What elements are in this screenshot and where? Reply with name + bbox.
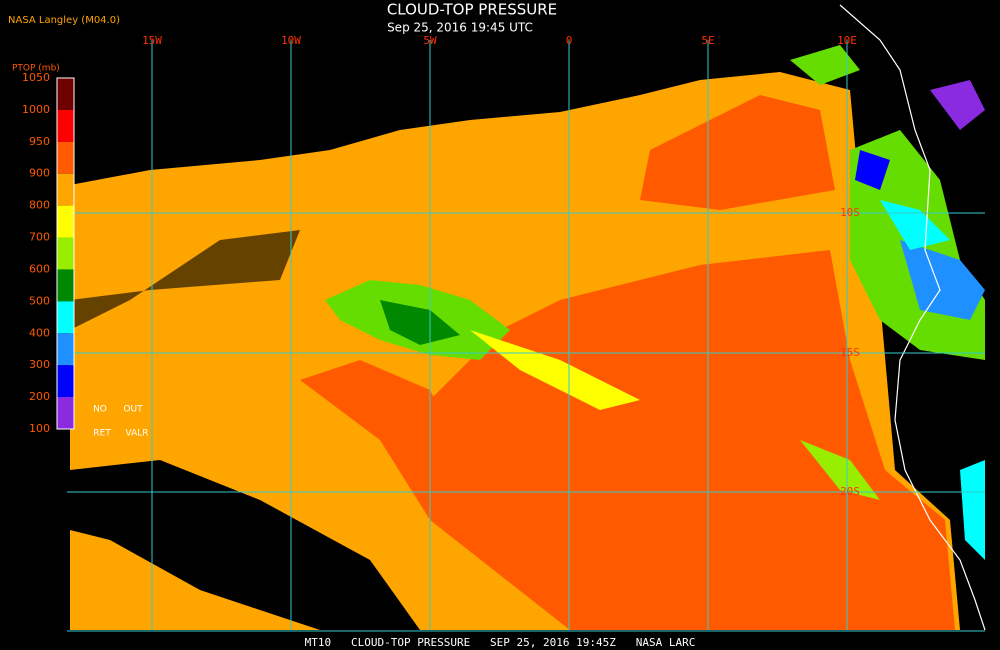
cloud-redorange bbox=[420, 250, 955, 630]
colorbar-label: 500 bbox=[29, 294, 50, 307]
coastline bbox=[839, 4, 986, 631]
cloud-darkgreen bbox=[380, 300, 460, 345]
colorbar-segment bbox=[57, 173, 74, 206]
cloud-yellow bbox=[470, 330, 640, 410]
colorbar-frame bbox=[56, 77, 75, 430]
colorbar-segment bbox=[57, 333, 74, 366]
colorbar-label: 900 bbox=[29, 167, 50, 180]
colorbar-segment bbox=[57, 237, 74, 270]
latitude-label: 15S bbox=[840, 346, 860, 359]
map-labels: 15W 10W 5W 0 5E 10E 10S 15S 20S bbox=[142, 34, 860, 498]
colorbar-title: PTOP (mb) bbox=[12, 64, 60, 74]
latitude-label: 20S bbox=[840, 485, 860, 498]
cloud-purple bbox=[930, 80, 985, 130]
cloud-cyan bbox=[960, 460, 985, 560]
colorbar-segment bbox=[57, 141, 74, 174]
colorbar-label: 1050 bbox=[22, 71, 50, 84]
colorbar-label: 950 bbox=[29, 135, 50, 148]
datetime: Sep 25, 2016 19:45 UTC bbox=[387, 21, 533, 35]
graticule bbox=[67, 40, 985, 632]
colorbar-segment bbox=[57, 78, 74, 110]
colorbar-segment bbox=[57, 269, 74, 302]
colorbar-note: VALR bbox=[125, 429, 148, 439]
colorbar-label: 600 bbox=[29, 262, 50, 275]
cloud-green bbox=[800, 440, 880, 500]
footer: MT10 CLOUD-TOP PRESSURE SEP 25, 2016 19:… bbox=[305, 636, 696, 649]
colorbar-label: 700 bbox=[29, 231, 50, 244]
colorbar-note: NO bbox=[93, 405, 107, 415]
longitude-label: 10W bbox=[281, 34, 301, 47]
colorbar-segment bbox=[57, 301, 74, 334]
cloud-darkblue bbox=[855, 150, 890, 190]
clear-sky bbox=[70, 460, 420, 630]
colorbar-segment bbox=[57, 365, 74, 398]
cloud-redorange bbox=[640, 95, 835, 210]
title: CLOUD-TOP PRESSURE bbox=[387, 1, 557, 19]
cloud-redorange bbox=[300, 360, 470, 520]
colorbar-label: 200 bbox=[29, 390, 50, 403]
longitude-label: 5W bbox=[423, 34, 437, 47]
longitude-label: 10E bbox=[837, 34, 857, 47]
cloud-field bbox=[70, 45, 985, 630]
colorbar-note: OUT bbox=[123, 405, 143, 415]
colorbar-label: 300 bbox=[29, 358, 50, 371]
latitude-label: 10S bbox=[840, 206, 860, 219]
clear-sky bbox=[70, 230, 300, 330]
colorbar-label: 400 bbox=[29, 326, 50, 339]
longitude-label: 0 bbox=[566, 34, 573, 47]
cloud-blue bbox=[900, 240, 985, 320]
colorbar-label: 800 bbox=[29, 199, 50, 212]
cloud-green bbox=[790, 45, 860, 85]
longitude-label: 5E bbox=[701, 34, 714, 47]
colorbar-label: 100 bbox=[29, 422, 50, 435]
colorbar-segment bbox=[57, 205, 74, 238]
source-label: NASA Langley (M04.0) bbox=[8, 15, 120, 26]
colorbar-segment bbox=[57, 397, 74, 429]
longitude-label: 15W bbox=[142, 34, 162, 47]
colorbar-segment bbox=[57, 109, 74, 142]
colorbar: 1050 1000 950 900 800 700 600 500 400 300 200 100 NO… bbox=[22, 71, 149, 439]
cloud-orange bbox=[70, 560, 260, 630]
colorbar-note: RET bbox=[93, 429, 111, 439]
colorbar-label: 1000 bbox=[22, 103, 50, 116]
